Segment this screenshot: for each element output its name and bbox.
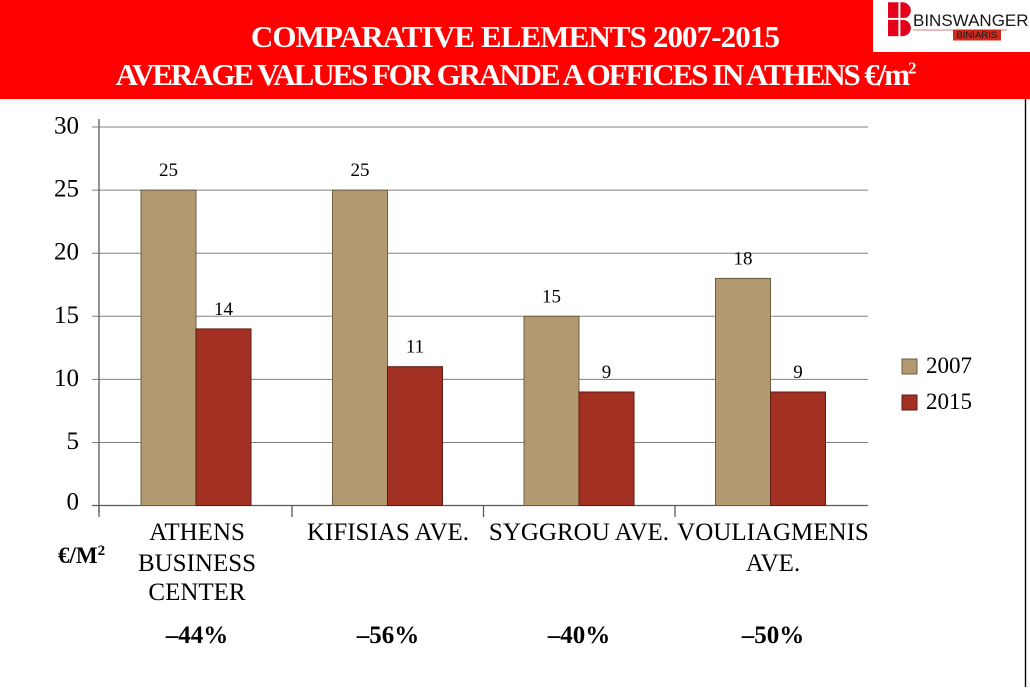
svg-text:–40%: –40% (547, 622, 611, 649)
svg-text:–56%: –56% (356, 622, 420, 649)
svg-text:9: 9 (602, 362, 612, 383)
svg-text:CENTER: CENTER (148, 579, 246, 606)
svg-text:15: 15 (542, 286, 561, 307)
svg-text:–50%: –50% (741, 622, 805, 649)
svg-text:18: 18 (734, 248, 753, 269)
svg-text:20: 20 (54, 239, 79, 266)
svg-text:9: 9 (793, 362, 803, 383)
svg-text:0: 0 (67, 489, 80, 516)
svg-text:–44%: –44% (165, 622, 229, 649)
svg-text:BINIARIS: BINIARIS (957, 30, 998, 41)
svg-text:2015: 2015 (926, 389, 972, 414)
svg-text:25: 25 (159, 160, 178, 181)
svg-text:ATHENS: ATHENS (149, 519, 245, 546)
svg-text:25: 25 (351, 160, 370, 181)
svg-text:11: 11 (406, 337, 424, 358)
svg-text:€/M2: €/M2 (58, 543, 105, 568)
svg-text:AVE.: AVE. (746, 550, 800, 577)
svg-text:15: 15 (54, 302, 79, 329)
svg-text:SYGGROU AVE.: SYGGROU AVE. (489, 519, 669, 546)
svg-text:30: 30 (54, 113, 79, 140)
svg-text:KIFISIAS AVE.: KIFISIAS AVE. (307, 519, 469, 546)
svg-text:2007: 2007 (926, 353, 972, 378)
svg-text:10: 10 (54, 365, 79, 392)
svg-text:BUSINESS: BUSINESS (138, 550, 256, 577)
svg-text:VOULIAGMENIS: VOULIAGMENIS (677, 519, 869, 546)
svg-text:25: 25 (54, 176, 79, 203)
svg-text:BINSWANGER: BINSWANGER (913, 11, 1029, 30)
svg-text:5: 5 (67, 428, 80, 455)
svg-text:14: 14 (214, 299, 234, 320)
